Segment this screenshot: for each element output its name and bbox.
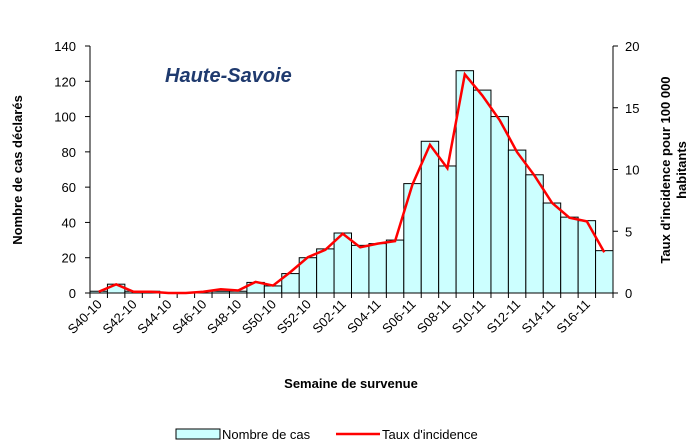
bar [473, 89, 492, 294]
bar [263, 285, 283, 294]
x-tick-label: S08-11 [414, 297, 454, 337]
legend-label: Nombre de cas [222, 427, 311, 442]
x-tick-label: S04-11 [344, 297, 384, 337]
bar [507, 149, 527, 294]
bar [542, 202, 562, 294]
bar [420, 140, 440, 294]
y-tick-label: 40 [62, 215, 76, 230]
y2-tick-label: 5 [625, 224, 632, 239]
line [98, 71, 606, 295]
x-tick-label: S48-10 [204, 297, 244, 337]
x-tick-label: S52-10 [274, 297, 314, 337]
x-tick-label: S46-10 [169, 297, 209, 337]
y2-tick-label: 0 [625, 286, 632, 301]
legend-swatch [175, 428, 221, 440]
y2-tick-label: 15 [625, 101, 639, 116]
x-axis-label: Semaine de survenue [284, 376, 418, 391]
x-tick-label: S40-10 [65, 297, 105, 337]
x-tick-label: S10-11 [449, 297, 489, 337]
y-tick-label: 120 [54, 74, 76, 89]
y-tick-label: 60 [62, 180, 76, 195]
x-tick-label: S06-11 [379, 297, 419, 337]
x-tick-label: S02-11 [309, 297, 349, 337]
bar [333, 232, 353, 294]
x-tick-label: S42-10 [99, 297, 139, 337]
bar [490, 116, 509, 294]
y2-tick-label: 20 [625, 39, 639, 54]
legend-label: Taux d'incidence [382, 427, 478, 442]
y2-axis-label: habitants [674, 141, 689, 199]
x-tick-label: S50-10 [239, 297, 279, 337]
x-tick-label: S44-10 [134, 297, 174, 337]
y2-axis-label: Taux d'incidence pour 100 000 [658, 76, 673, 263]
x-tick-label: S16-11 [553, 297, 593, 337]
bar [368, 243, 387, 294]
bar [525, 174, 544, 294]
y-tick-label: 140 [54, 39, 76, 54]
annotation: Haute-Savoie [165, 65, 292, 87]
y-tick-label: 0 [69, 286, 76, 301]
y-tick-label: 80 [62, 145, 76, 160]
y-tick-label: 100 [54, 110, 76, 125]
bar [385, 239, 405, 294]
y2-tick-label: 10 [625, 163, 639, 178]
bar [595, 250, 614, 294]
bar [438, 165, 457, 294]
bar [351, 244, 370, 294]
y-tick-label: 20 [62, 251, 76, 266]
bar [316, 248, 335, 294]
x-tick-label: S14-11 [519, 297, 559, 337]
bar [560, 216, 579, 294]
y-axis-label: Nombre de cas déclarés [10, 95, 25, 245]
x-tick-label: S12-11 [484, 297, 524, 337]
